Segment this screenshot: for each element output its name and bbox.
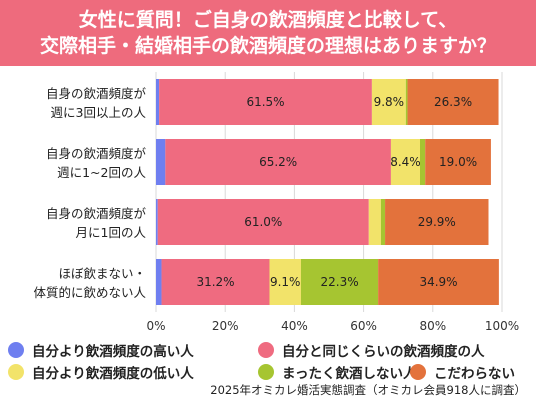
legend-label-lower: 自分より飲酒頻度の低い人 xyxy=(32,366,194,382)
title-banner: 女性に質問！ご自身の飲酒頻度と比較して、 交際相手・結婚相手の飲酒頻度の理想はあ… xyxy=(0,0,536,66)
legend-dot-same xyxy=(258,342,274,358)
legend-label-no-drink: まったく飲酒しない人 xyxy=(282,366,417,382)
legend-label-higher: 自分より飲酒頻度の高い人 xyxy=(32,344,194,360)
chart-title-line-1: 女性に質問！ご自身の飲酒頻度と比較して、 xyxy=(78,9,458,31)
bar-segment xyxy=(156,259,162,305)
bar-segment xyxy=(269,259,301,305)
data-label: 61.0% xyxy=(244,215,282,229)
category-label-line: 自身の飲酒頻度が xyxy=(46,86,147,101)
stacked-bar-chart: 0% 20% 40% 60% 80% 100% 自身の飲酒頻度が週に3回以上の人 61.5% 9… xyxy=(33,72,519,333)
x-tick-label: 60% xyxy=(350,319,377,333)
bar-segment xyxy=(157,199,369,245)
legend-item-lower: 自分より飲酒頻度の低い人 xyxy=(8,362,194,382)
source-note: 2025年オミカレ婚活実態調査（オミカレ会員918人に調査） xyxy=(210,383,526,397)
legend-dot-lower xyxy=(8,364,24,380)
category-label-line: 自身の飲酒頻度が xyxy=(46,206,147,221)
data-label: 19.0% xyxy=(439,155,477,169)
bar-segment xyxy=(156,79,160,125)
bar-segment xyxy=(156,199,158,245)
bar-segment xyxy=(161,259,270,305)
bar-segment xyxy=(378,259,499,305)
bar-segment xyxy=(300,259,379,305)
category-label: 自身の飲酒頻度が月に1回の人 xyxy=(46,206,147,240)
category-label-line: 月に1回の人 xyxy=(76,225,147,240)
category-label-line: 週に3回以上の人 xyxy=(51,105,147,120)
bar-segment xyxy=(371,79,406,125)
legend-label-same: 自分と同じくらいの飲酒頻度の人 xyxy=(282,344,485,360)
x-tick-label: 100% xyxy=(485,319,519,333)
category-label-line: 週に1~2回の人 xyxy=(57,165,146,180)
category-label-line: ほぼ飲まない・ xyxy=(58,266,146,281)
chart-title-line-2: 交際相手・結婚相手の飲酒頻度の理想はありますか？ xyxy=(39,35,496,57)
category-label: ほぼ飲まない・体質的に飲めない人 xyxy=(33,266,146,300)
data-label: 26.3% xyxy=(434,95,472,109)
bar-segment xyxy=(380,199,386,245)
data-label: 9.1% xyxy=(270,275,301,289)
legend-label-no-pref: こだわらない xyxy=(434,366,515,382)
x-tick-label: 20% xyxy=(212,319,239,333)
bar-segment xyxy=(390,139,420,185)
bar-segment xyxy=(156,139,166,185)
bar-segment xyxy=(405,79,408,125)
bar-segment xyxy=(165,139,391,185)
bar-segment xyxy=(407,79,499,125)
bar-segment xyxy=(425,139,491,185)
bar-segment xyxy=(368,199,381,245)
legend-dot-no-drink xyxy=(258,364,274,380)
category-label: 自身の飲酒頻度が週に1~2回の人 xyxy=(46,146,147,180)
x-tick-label: 0% xyxy=(146,319,165,333)
data-label: 61.5% xyxy=(246,95,284,109)
bar-segment xyxy=(419,139,426,185)
data-label: 31.2% xyxy=(196,275,234,289)
data-label: 29.9% xyxy=(418,215,456,229)
legend-dot-no-pref xyxy=(410,364,426,380)
data-label: 22.3% xyxy=(320,275,358,289)
data-label: 9.8% xyxy=(374,95,405,109)
data-label: 34.9% xyxy=(419,275,457,289)
legend-item-no-drink: まったく飲酒しない人 xyxy=(258,362,416,382)
legend-item-same: 自分と同じくらいの飲酒頻度の人 xyxy=(258,340,485,360)
bar-segment xyxy=(159,79,372,125)
bar-segment xyxy=(385,199,489,245)
category-label-line: 体質的に飲めない人 xyxy=(33,285,146,300)
data-label: 8.4% xyxy=(390,155,421,169)
x-tick-label: 80% xyxy=(419,319,446,333)
category-label-line: 自身の飲酒頻度が xyxy=(46,146,147,161)
legend-item-no-pref: こだわらない xyxy=(410,362,515,382)
data-label: 65.2% xyxy=(259,155,297,169)
legend-dot-higher xyxy=(8,342,24,358)
category-label: 自身の飲酒頻度が週に3回以上の人 xyxy=(46,86,147,120)
x-tick-label: 40% xyxy=(281,319,308,333)
legend-item-higher: 自分より飲酒頻度の高い人 xyxy=(8,340,194,360)
